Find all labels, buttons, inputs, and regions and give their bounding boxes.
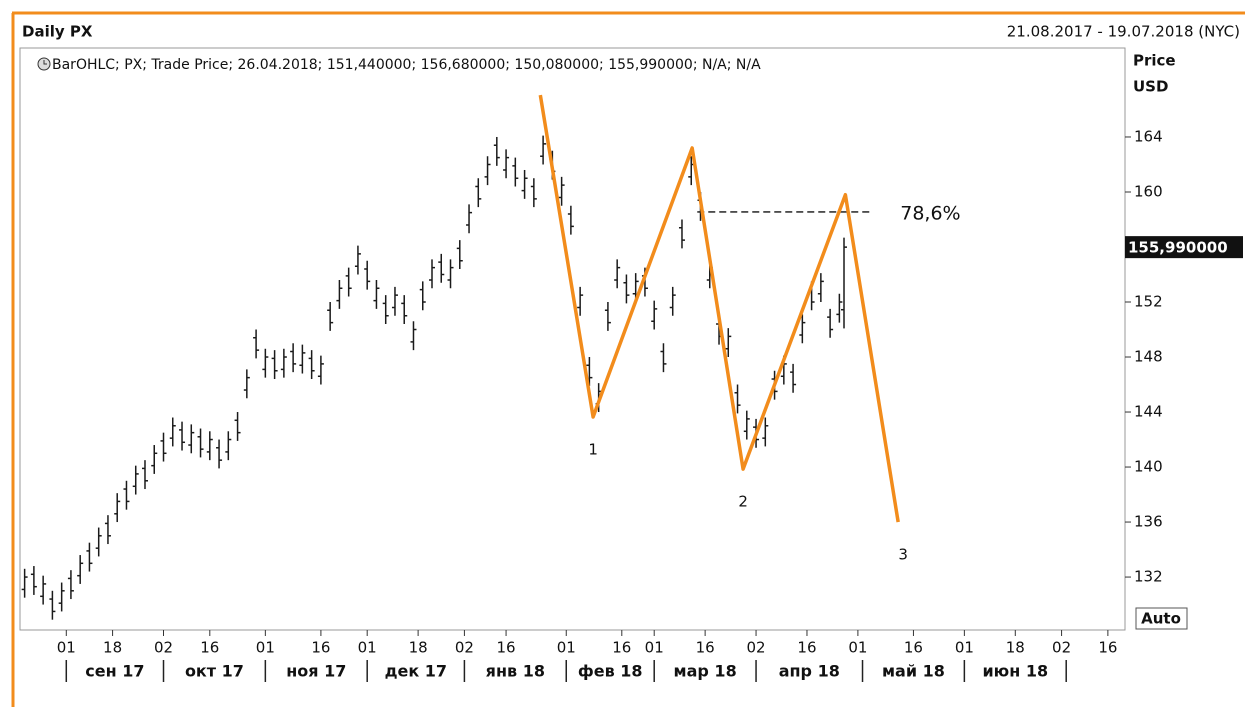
month-label: сен 17 — [85, 662, 144, 681]
month-label: янв 18 — [486, 662, 545, 681]
x-tick-label: 02 — [747, 639, 766, 657]
x-tick-label: 18 — [103, 639, 122, 657]
x-tick-label: 01 — [645, 639, 664, 657]
y-tick-label: 140 — [1134, 458, 1163, 476]
x-tick-label: 18 — [409, 639, 428, 657]
y-tick-label: 144 — [1134, 403, 1163, 421]
legend-text: BarOHLC; PX; Trade Price; 26.04.2018; 15… — [52, 57, 761, 73]
x-tick-label: 16 — [797, 639, 816, 657]
chart-title: Daily PX — [22, 23, 93, 41]
x-tick-label: 16 — [200, 639, 219, 657]
month-label: апр 18 — [779, 662, 840, 681]
month-label: фев 18 — [578, 662, 643, 681]
wave-label: 3 — [898, 546, 908, 564]
date-range: 21.08.2017 - 19.07.2018 (NYC) — [1007, 23, 1240, 41]
y-tick-label: 148 — [1134, 348, 1163, 366]
month-label: окт 17 — [185, 662, 244, 681]
x-tick-label: 16 — [1098, 639, 1117, 657]
x-tick-label: 02 — [455, 639, 474, 657]
x-tick-label: 16 — [904, 639, 923, 657]
y-tick-label: 160 — [1134, 182, 1163, 200]
x-tick-label: 02 — [1052, 639, 1071, 657]
wave-label-box — [577, 431, 610, 468]
x-tick-label: 01 — [955, 639, 974, 657]
y-tick-label: 132 — [1134, 568, 1163, 586]
wave-line — [538, 94, 900, 523]
x-tick-label: 01 — [358, 639, 377, 657]
y-tick-label: 136 — [1134, 513, 1163, 531]
x-tick-label: 01 — [57, 639, 76, 657]
x-tick-label: 16 — [612, 639, 631, 657]
x-tick-label: 01 — [848, 639, 867, 657]
last-price-box — [1125, 236, 1243, 259]
x-tick-label: 16 — [696, 639, 715, 657]
wave-label: 2 — [738, 493, 748, 511]
x-tick-label: 01 — [557, 639, 576, 657]
retracement-label: 78,6% — [900, 202, 960, 224]
y-tick-label: 164 — [1134, 127, 1163, 145]
x-tick-label: 02 — [154, 639, 173, 657]
y-axis-label: Price — [1133, 52, 1176, 70]
scale-button[interactable] — [1135, 607, 1188, 630]
y-tick-label: 152 — [1134, 293, 1163, 311]
month-label: ноя 17 — [286, 662, 346, 681]
wave-label: 1 — [588, 440, 598, 458]
x-tick-label: 16 — [311, 639, 330, 657]
month-label: дек 17 — [385, 662, 447, 681]
legend-icon-hands — [43, 60, 47, 65]
month-label: май 18 — [882, 662, 945, 681]
month-label: мар 18 — [674, 662, 737, 681]
x-tick-label: 16 — [497, 639, 516, 657]
scale-button-label[interactable]: Auto — [1141, 610, 1181, 628]
x-tick-label: 18 — [1006, 639, 1025, 657]
month-label: июн 18 — [982, 662, 1048, 681]
wave-label-box — [887, 537, 920, 574]
x-tick-label: 01 — [256, 639, 275, 657]
wave-label-box — [727, 484, 760, 521]
last-price-label: 155,990000 — [1128, 239, 1228, 257]
y-axis-label: USD — [1133, 78, 1168, 96]
plot-area — [19, 47, 1126, 631]
